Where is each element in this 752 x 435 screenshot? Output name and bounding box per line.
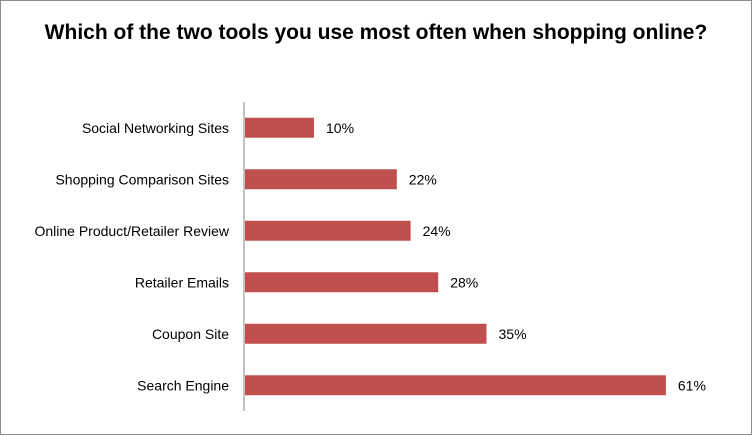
category-label: Search Engine xyxy=(137,377,229,393)
value-label: 24% xyxy=(423,223,451,239)
category-label: Shopping Comparison Sites xyxy=(55,171,229,187)
value-label: 22% xyxy=(409,171,437,187)
value-label: 61% xyxy=(678,377,706,393)
bar xyxy=(245,375,666,396)
value-label: 35% xyxy=(499,326,527,342)
category-label: Coupon Site xyxy=(152,326,229,342)
bar xyxy=(245,272,439,293)
value-label: 10% xyxy=(326,120,354,136)
bar xyxy=(245,220,411,241)
bar xyxy=(245,323,487,344)
value-label: 28% xyxy=(450,274,478,290)
category-label: Social Networking Sites xyxy=(82,120,229,136)
category-label: Retailer Emails xyxy=(135,274,229,290)
bar xyxy=(245,169,397,190)
chart-title: Which of the two tools you use most ofte… xyxy=(44,21,708,44)
bar xyxy=(245,117,314,138)
category-label: Online Product/Retailer Review xyxy=(34,223,229,239)
